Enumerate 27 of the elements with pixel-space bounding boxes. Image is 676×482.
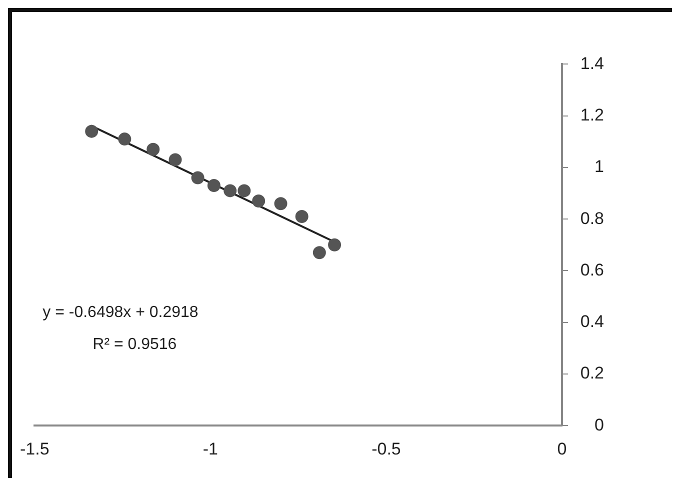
y-tick-label: 0.2 <box>580 364 604 383</box>
y-tick-label: 1.2 <box>580 106 604 125</box>
annotation: R² = 0.9516 <box>92 336 177 354</box>
point <box>118 132 132 146</box>
y-tick-label: 0.8 <box>580 208 604 228</box>
y-tick-label: 1.4 <box>580 54 604 73</box>
y-tick-label: 0.6 <box>580 260 604 280</box>
point <box>168 153 182 166</box>
x-tick-label: -1 <box>202 439 218 458</box>
point <box>312 246 326 260</box>
point <box>252 194 266 208</box>
point <box>224 184 237 198</box>
point <box>295 210 308 224</box>
y-tick-label: 1 <box>594 157 604 176</box>
point <box>274 197 288 210</box>
point <box>191 171 204 184</box>
y-tick-label: 0.4 <box>580 312 604 332</box>
x-tick-label: 0 <box>557 439 567 458</box>
x-tick-label: -1.5 <box>20 439 50 458</box>
point <box>146 142 160 156</box>
point <box>328 238 342 252</box>
y-tick-label: 0 <box>594 415 604 434</box>
point <box>207 179 220 192</box>
point <box>238 184 251 198</box>
annotation: y = -0.6498x + 0.2918 <box>42 304 198 322</box>
x-tick-label: -0.5 <box>372 439 401 458</box>
point <box>85 124 98 138</box>
